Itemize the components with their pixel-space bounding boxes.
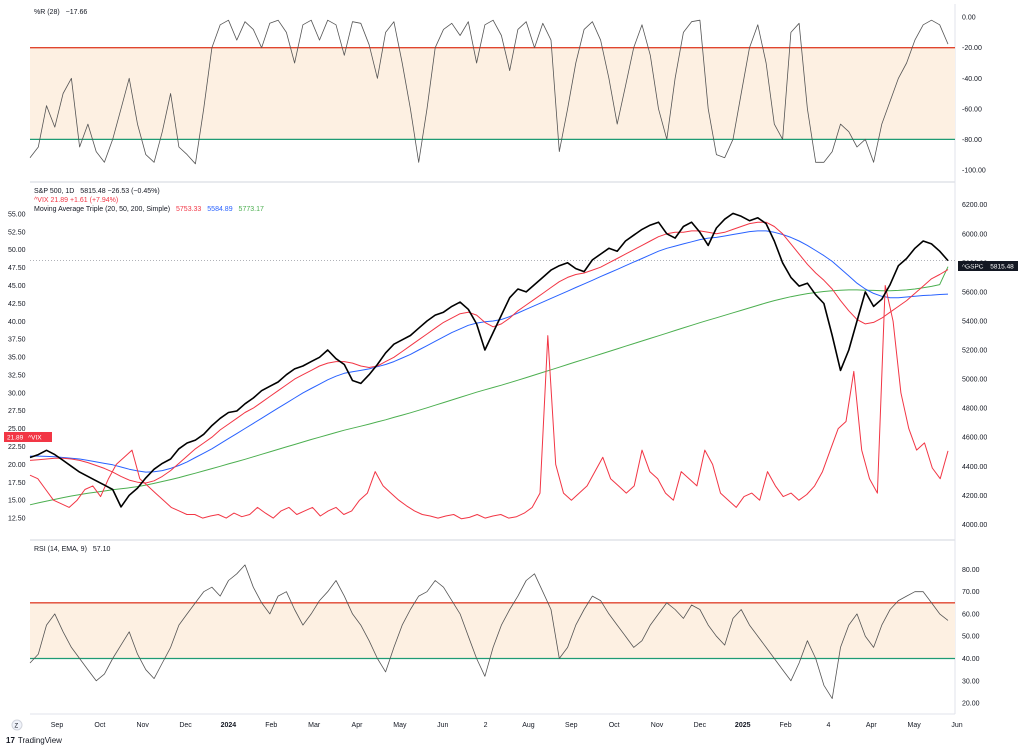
vix-axis-tick: 30.00 xyxy=(8,390,26,397)
vix-axis-tick: 40.00 xyxy=(8,319,26,326)
vix-axis-tick: 45.00 xyxy=(8,283,26,290)
vix-price-label: 21.89 ^VIX xyxy=(4,432,52,442)
vix-axis-tick: 12.50 xyxy=(8,516,26,523)
rsi-y-tick: 80.00 xyxy=(962,567,980,574)
wr-y-tick: 0.00 xyxy=(962,15,976,22)
wr-y-tick: -40.00 xyxy=(962,76,982,83)
x-axis-label: Sep xyxy=(51,722,64,729)
wr-legend: %R (28) −17.66 xyxy=(34,9,87,16)
wr-band-fill xyxy=(30,47,955,140)
x-axis-label: Feb xyxy=(265,722,277,729)
rsi-y-tick: 20.00 xyxy=(962,701,980,708)
vix-axis-tick: 42.50 xyxy=(8,301,26,308)
gspc-price-label: ^GSPC 5815.48 xyxy=(958,261,1018,271)
gspc-label-text: ^GSPC 5815.48 xyxy=(962,264,1014,271)
x-axis-label: Oct xyxy=(609,722,620,729)
ma20-line xyxy=(29,221,949,484)
rsi-y-tick: 40.00 xyxy=(962,656,980,663)
price-axis-tick: 4800.00 xyxy=(962,406,987,413)
series-lines xyxy=(29,19,949,699)
x-axis-label: Apr xyxy=(866,722,878,729)
vix-line xyxy=(29,285,949,520)
x-axis-label: 4 xyxy=(826,722,830,729)
vix-axis-tick: 52.50 xyxy=(8,229,26,236)
x-axis-label: 2024 xyxy=(221,722,237,729)
price-axis-tick: 6000.00 xyxy=(962,231,987,238)
price-axis-tick: 4000.00 xyxy=(962,522,987,529)
vix-axis-tick: 17.50 xyxy=(8,480,26,487)
tradingview-logo-icon: 17 xyxy=(6,736,15,745)
x-axis-label: Jun xyxy=(951,722,962,729)
x-axis-label: Aug xyxy=(522,722,535,729)
rsi-y-tick: 60.00 xyxy=(962,611,980,618)
wr-y-tick: -100.00 xyxy=(962,167,986,174)
price-axis-tick: 5400.00 xyxy=(962,318,987,325)
vix-axis-tick: 35.00 xyxy=(8,355,26,362)
vix-axis-tick: 15.00 xyxy=(8,498,26,505)
vix-axis-tick: 27.50 xyxy=(8,408,26,415)
svg-text:Z: Z xyxy=(15,724,19,730)
ma200-line xyxy=(29,266,949,506)
vix-axis-tick: 22.50 xyxy=(8,444,26,451)
x-axis-label: Nov xyxy=(136,722,149,729)
rsi-y-tick: 70.00 xyxy=(962,589,980,596)
vix-axis-tick: 32.50 xyxy=(8,372,26,379)
rsi-legend: RSI (14, EMA, 9) 57.10 xyxy=(34,546,110,553)
vix-axis-tick: 55.00 xyxy=(8,211,26,218)
x-axis-label: Dec xyxy=(179,722,192,729)
x-axis-label: Oct xyxy=(94,722,105,729)
tradingview-brand[interactable]: 17 TradingView xyxy=(6,736,62,745)
price-axis-tick: 5800.00 xyxy=(962,260,987,267)
x-axis-label: Sep xyxy=(565,722,578,729)
price-axis-tick: 4200.00 xyxy=(962,493,987,500)
price-line xyxy=(29,212,949,508)
rsi-y-tick: 30.00 xyxy=(962,678,980,685)
x-axis-label: Mar xyxy=(308,722,321,729)
wr-line xyxy=(29,19,949,165)
wr-y-tick: -80.00 xyxy=(962,137,982,144)
price-axis-tick: 6200.00 xyxy=(962,202,987,209)
vix-axis-tick: 47.50 xyxy=(8,265,26,272)
brand-text: TradingView xyxy=(17,736,62,745)
x-axis-label: 2 xyxy=(484,722,488,729)
price-axis-tick: 4400.00 xyxy=(962,464,987,471)
x-axis-label: Nov xyxy=(651,722,664,729)
main-legend-title: S&P 500, 1D 5815.48 −26.53 (−0.45%) xyxy=(34,188,160,195)
price-axis-tick: 5000.00 xyxy=(962,377,987,384)
vix-label-text: 21.89 ^VIX xyxy=(7,435,42,442)
vix-axis-tick: 20.00 xyxy=(8,462,26,469)
wr-y-tick: -60.00 xyxy=(962,106,982,113)
x-axis-label: Jun xyxy=(437,722,448,729)
x-axis-label: Dec xyxy=(694,722,707,729)
rsi-y-tick: 50.00 xyxy=(962,634,980,641)
ma-legend: Moving Average Triple (20, 50, 200, Simp… xyxy=(34,206,264,213)
x-axis-label: Apr xyxy=(352,722,364,729)
x-axis-label: May xyxy=(908,722,922,729)
scroll-reset-icon[interactable]: Z xyxy=(11,719,23,731)
x-axis-label: May xyxy=(393,722,407,729)
vix-axis-tick: 50.00 xyxy=(8,247,26,254)
wr-y-tick: -20.00 xyxy=(962,45,982,52)
x-axis-label: Feb xyxy=(780,722,792,729)
vix-legend: ^VIX 21.89 +1.61 (+7.94%) xyxy=(34,197,118,204)
x-axis-label: 2025 xyxy=(735,722,751,729)
price-axis-tick: 5200.00 xyxy=(962,348,987,355)
rsi-line xyxy=(29,564,949,699)
ma50-line xyxy=(30,230,949,473)
price-axis-tick: 5600.00 xyxy=(962,289,987,296)
vix-axis-tick: 25.00 xyxy=(8,426,26,433)
vix-axis-tick: 37.50 xyxy=(8,337,26,344)
axis-ticks: 0.00 -20.00 -40.00 -60.00 -80.00 -100.00 80.00… xyxy=(8,15,987,729)
price-axis-tick: 4600.00 xyxy=(962,435,987,442)
